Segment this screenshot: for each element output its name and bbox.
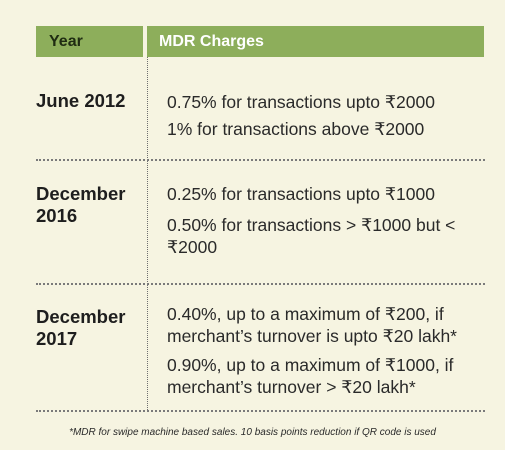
charge-line: 0.50% for transactions > ₹1000 but < ₹20… (167, 215, 456, 257)
charge-line: 0.25% for transactions upto ₹1000 (167, 184, 435, 204)
charge-line: 0.90%, up to a maximum of ₹1000, if merc… (167, 355, 454, 397)
row-divider (36, 159, 485, 161)
row-year: June 2012 (36, 90, 126, 111)
row-divider (36, 283, 485, 285)
year-header-label: Year (49, 32, 83, 50)
year-header: Year (36, 26, 143, 57)
charges-header: MDR Charges (147, 26, 484, 57)
charge-line: 1% for transactions above ₹2000 (167, 119, 425, 139)
row-divider (36, 410, 485, 412)
row-year: December 2016 (36, 183, 126, 226)
footnote: *MDR for swipe machine based sales. 10 b… (69, 427, 436, 438)
charges-header-label: MDR Charges (159, 32, 264, 50)
charge-line: 0.75% for transactions upto ₹2000 (167, 92, 435, 112)
charge-line: 0.40%, up to a maximum of ₹200, if merch… (167, 304, 457, 346)
row-year: December 2017 (36, 306, 126, 349)
column-divider (147, 57, 148, 412)
